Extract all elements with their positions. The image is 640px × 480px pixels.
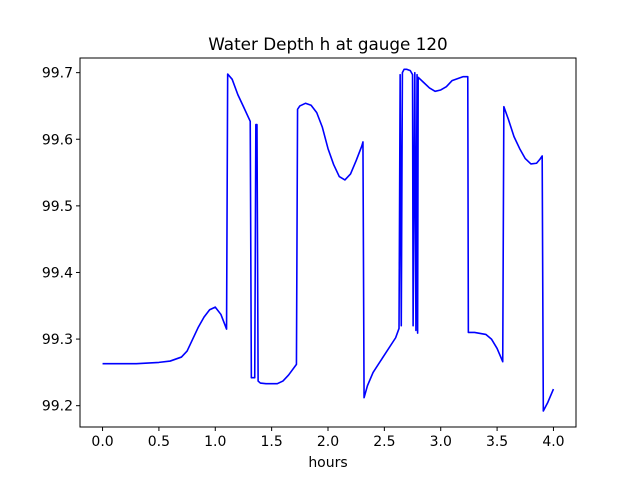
x-axis: 0.0 0.5 1.0 1.5 2.0 2.5 3.0 3.5 4.0: [91, 427, 565, 450]
x-tick-label: 2.5: [373, 434, 395, 450]
chart-title: Water Depth h at gauge 120: [208, 34, 447, 54]
plot-frame: [79, 57, 577, 428]
x-tick-label: 4.0: [542, 434, 564, 450]
x-tick-label: 1.0: [204, 434, 226, 450]
x-tick-label: 0.5: [148, 434, 170, 450]
plot-area: [102, 68, 555, 412]
y-tick-label: 99.5: [42, 199, 73, 215]
x-axis-label: hours: [308, 455, 347, 471]
x-tick-label: 3.5: [486, 434, 508, 450]
y-axis: 99.2 99.3 99.4 99.5 99.6 99.7: [42, 66, 80, 415]
x-tick-label: 0.0: [91, 434, 113, 450]
y-tick-label: 99.4: [42, 265, 73, 281]
x-tick-label: 2.0: [317, 434, 339, 450]
y-tick-label: 99.7: [42, 66, 73, 82]
x-tick-label: 3.0: [430, 434, 452, 450]
x-tick-label: 1.5: [261, 434, 283, 450]
series-line: [102, 68, 555, 412]
y-tick-label: 99.6: [42, 132, 73, 148]
y-tick-label: 99.2: [42, 399, 73, 415]
y-tick-label: 99.3: [42, 332, 73, 348]
